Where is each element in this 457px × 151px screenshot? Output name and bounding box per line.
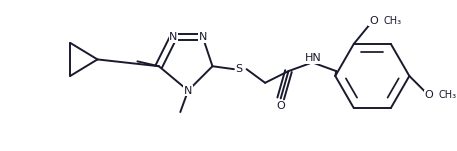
Text: N: N <box>198 32 207 42</box>
Text: O: O <box>369 16 377 26</box>
Text: N: N <box>184 86 192 96</box>
Text: HN: HN <box>304 53 321 63</box>
Text: S: S <box>235 64 242 74</box>
Text: O: O <box>425 90 433 100</box>
Text: N: N <box>169 32 178 42</box>
Text: CH₃: CH₃ <box>383 16 401 26</box>
Text: O: O <box>276 101 285 111</box>
Text: CH₃: CH₃ <box>439 90 457 100</box>
